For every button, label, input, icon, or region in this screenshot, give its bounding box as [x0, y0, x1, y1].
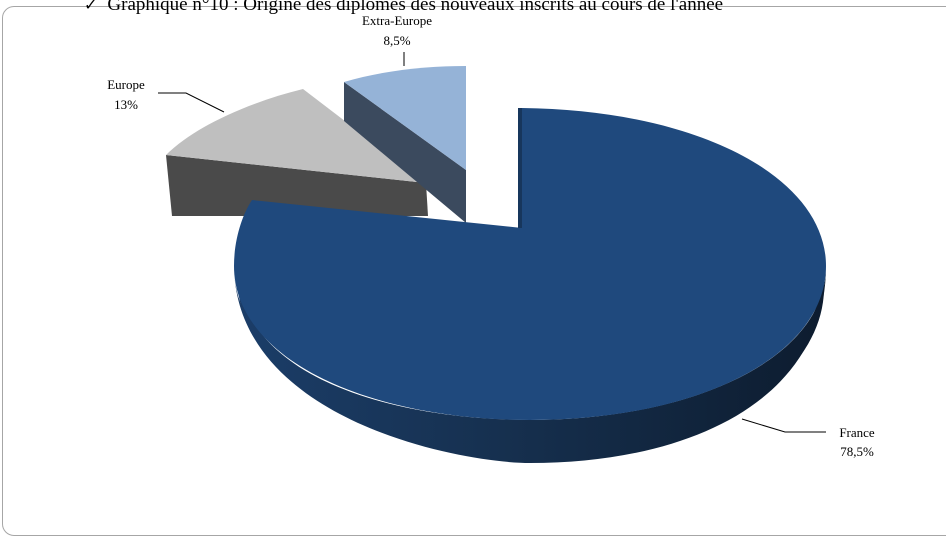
title-bullet-icon: ✓: [84, 0, 98, 14]
slice-extra-europe-side: [344, 82, 466, 223]
slice-france-top: [234, 108, 826, 420]
slice-europe-side: [166, 155, 428, 216]
label-france-value: 78,5%: [840, 444, 874, 459]
chart-title-text: Graphique n°10 : Origine des diplômes de…: [107, 0, 724, 15]
label-france-name: France: [839, 425, 875, 440]
label-europe-name: Europe: [107, 77, 145, 92]
label-extra-europe-name: Extra-Europe: [362, 13, 432, 28]
slice-extra-europe-top: [344, 66, 466, 170]
slice-france-side-body: [238, 266, 824, 462]
slice-france-cut-face: [518, 108, 522, 228]
leader-line-france: [741, 418, 826, 433]
leader-line-europe: [158, 92, 225, 113]
slice-europe-top: [166, 89, 426, 183]
label-europe-value: 13%: [114, 97, 138, 112]
chart-title: ✓ Graphique n°10 : Origine des diplômes d…: [84, 0, 723, 16]
label-extra-europe-value: 8,5%: [383, 33, 410, 48]
